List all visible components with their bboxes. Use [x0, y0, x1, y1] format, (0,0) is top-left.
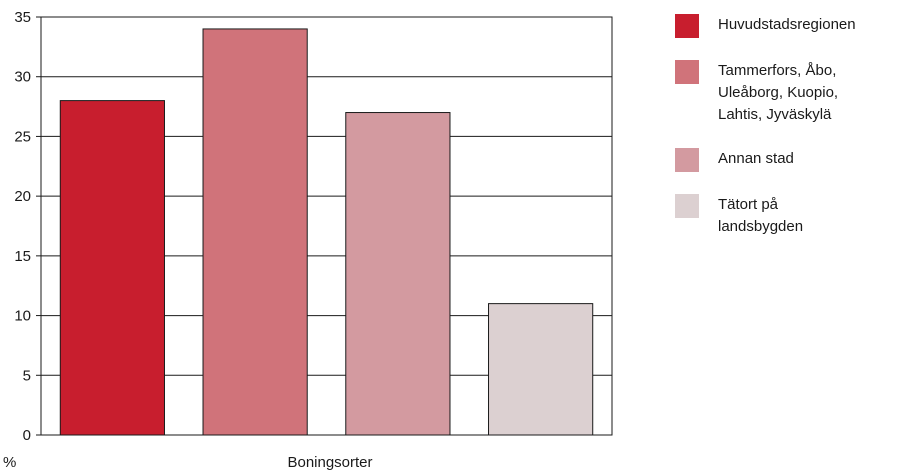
legend-item: Huvudstadsregionen: [675, 14, 895, 38]
y-axis-label: %: [3, 454, 16, 471]
legend-swatch: [675, 148, 699, 172]
bar-4: [488, 303, 594, 436]
legend-item: Tammerfors, Åbo, Uleåborg, Kuopio, Lahti…: [675, 60, 895, 126]
y-tick-label: 10: [14, 308, 31, 325]
legend-swatch: [675, 60, 699, 84]
bars: [59, 28, 594, 436]
y-tick-label: 20: [14, 188, 31, 205]
legend-label: Huvudstadsregionen: [718, 16, 856, 33]
legend-swatch: [675, 14, 699, 38]
y-tick-label: 35: [14, 9, 31, 26]
bar-1: [59, 100, 165, 436]
legend-label: Tätort på landsbygden: [718, 196, 804, 235]
legend-item: Tätort på landsbygden: [675, 194, 895, 238]
legend-swatch: [675, 194, 699, 218]
legend-item: Annan stad: [675, 148, 895, 172]
x-axis-label: Boningsorter: [287, 454, 372, 471]
legend-label: Annan stad: [718, 150, 794, 167]
y-tick-labels: 0 5 10 15 20 25 30 35: [14, 9, 41, 444]
bar-2: [202, 28, 308, 436]
y-tick-label: 15: [14, 248, 31, 265]
y-tick-label: 30: [14, 69, 31, 86]
legend: Huvudstadsregionen Tammerfors, Åbo, Uleåb…: [675, 14, 895, 260]
y-tick-label: 0: [23, 427, 31, 444]
bar-3: [345, 112, 451, 436]
legend-label: Tammerfors, Åbo, Uleåborg, Kuopio, Lahti…: [718, 62, 839, 123]
y-tick-label: 25: [14, 128, 31, 145]
y-tick-label: 5: [23, 367, 31, 384]
plot-frame: [40, 16, 613, 436]
